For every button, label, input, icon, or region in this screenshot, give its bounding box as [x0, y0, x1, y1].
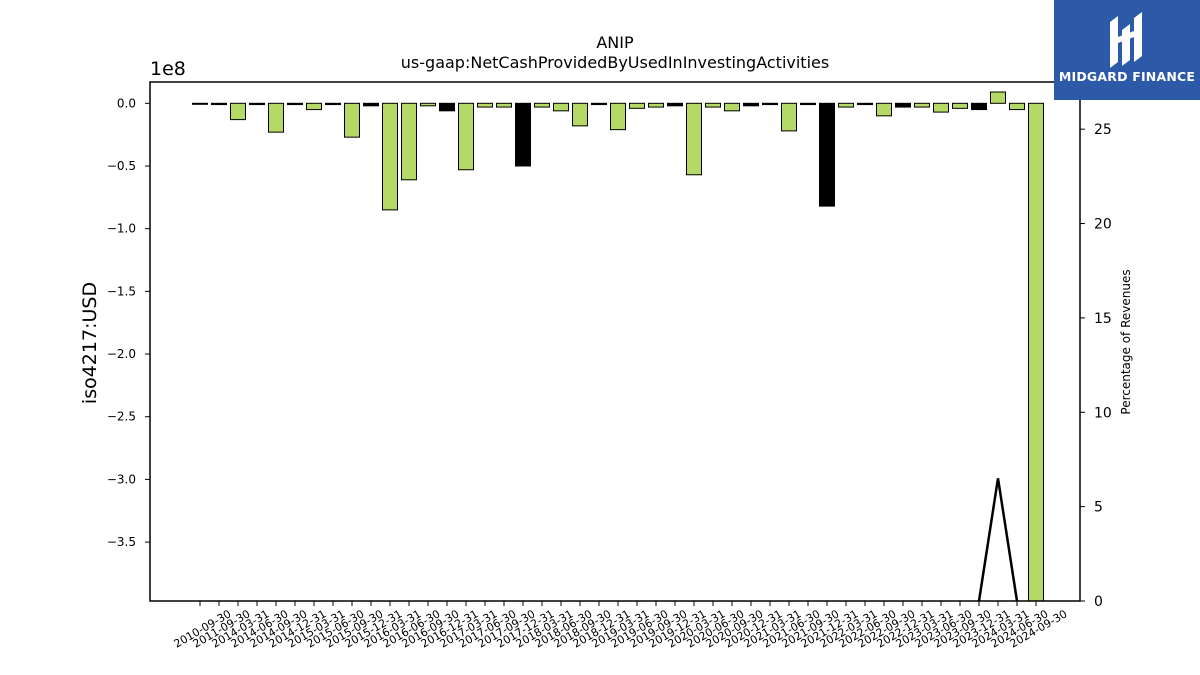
bar-2015-06-30 — [325, 102, 341, 106]
y-tick-label: −2.0 — [107, 347, 136, 361]
y-tick-label: −3.0 — [107, 472, 136, 486]
y-axis-label: iso4217:USD — [79, 282, 101, 404]
bar-2015-12-31 — [363, 102, 379, 107]
chart-subtitle: us-gaap:NetCashProvidedByUsedInInvesting… — [401, 53, 829, 72]
bar-2022-09-30 — [876, 102, 892, 117]
percentage-of-revenues-line — [977, 478, 1019, 602]
bar-2018-09-30 — [572, 102, 588, 127]
bar-2020-03-31 — [686, 102, 702, 176]
bar-2016-09-30 — [420, 102, 436, 107]
brand-logo: MIDGARD FINANCE — [1054, 0, 1200, 100]
y2-tick-label: 25 — [1094, 122, 1112, 138]
bar-2015-03-31 — [306, 102, 322, 111]
bar-2022-03-31 — [838, 102, 854, 108]
bar-2024-06-30 — [1009, 102, 1025, 111]
bar-2014-12-31 — [287, 102, 303, 106]
y-multiplier-label: 1e8 — [150, 58, 186, 80]
bar-2014-09-30 — [268, 102, 284, 133]
bar-2016-03-31 — [382, 102, 398, 211]
bar-2014-06-30 — [249, 102, 265, 106]
bar-2015-09-30 — [344, 102, 360, 138]
bar-2014-03-31 — [230, 102, 246, 121]
bar-2023-09-30 — [952, 102, 968, 109]
y2-axis-label: Percentage of Revenues — [1119, 269, 1133, 414]
y2-tick-label: 5 — [1094, 500, 1103, 516]
y2-tick-label: 0 — [1094, 594, 1103, 610]
bar-2010-09-30 — [192, 102, 208, 105]
y2-tick-label: 10 — [1094, 405, 1112, 421]
bar-2018-06-30 — [553, 102, 569, 112]
bar-2020-12-31 — [743, 102, 759, 107]
bar-2022-06-30 — [857, 102, 873, 106]
bar-2022-12-31 — [895, 102, 911, 108]
bar-2011-09-30 — [211, 102, 227, 106]
bar-2017-03-31 — [458, 102, 474, 171]
bar-2023-03-31 — [914, 102, 930, 108]
bar-2019-09-30 — [648, 102, 664, 108]
bar-2017-12-31 — [515, 102, 531, 167]
y2-tick-label: 20 — [1094, 217, 1112, 233]
bar-2024-03-31 — [990, 91, 1006, 104]
bar-2021-06-30 — [781, 102, 797, 132]
bar-2020-09-30 — [724, 102, 740, 112]
brand-name: MIDGARD FINANCE — [1058, 69, 1196, 84]
bar-2019-06-30 — [629, 102, 645, 109]
bar-2021-09-30 — [800, 102, 816, 106]
bar-2023-06-30 — [933, 102, 949, 113]
bar-2017-06-30 — [477, 102, 493, 108]
y2-tick-label: 15 — [1094, 311, 1112, 327]
bar-2020-06-30 — [705, 102, 721, 108]
plot-frame — [149, 81, 1081, 602]
bar-2019-12-31 — [667, 102, 683, 107]
y-tick-label: −1.5 — [107, 284, 136, 298]
bar-2021-12-31 — [819, 102, 835, 207]
bar-2023-12-31 — [971, 102, 987, 111]
bar-2024-09-30 — [1028, 102, 1044, 602]
bar-2016-12-31 — [439, 102, 455, 112]
bar-2018-12-31 — [591, 102, 607, 106]
y-tick-label: 0.0 — [117, 96, 136, 110]
y-tick-label: −1.0 — [107, 222, 136, 236]
bar-2018-03-31 — [534, 102, 550, 108]
y-tick-label: −2.5 — [107, 410, 136, 424]
y-tick-label: −0.5 — [107, 159, 136, 173]
bar-2017-09-30 — [496, 102, 512, 108]
chart-title: ANIP — [596, 33, 634, 52]
bar-2016-06-30 — [401, 102, 417, 181]
bar-2021-03-31 — [762, 102, 778, 106]
y-tick-label: −3.5 — [107, 535, 136, 549]
bar-2019-03-31 — [610, 102, 626, 131]
logo-mark-icon — [1110, 12, 1142, 68]
